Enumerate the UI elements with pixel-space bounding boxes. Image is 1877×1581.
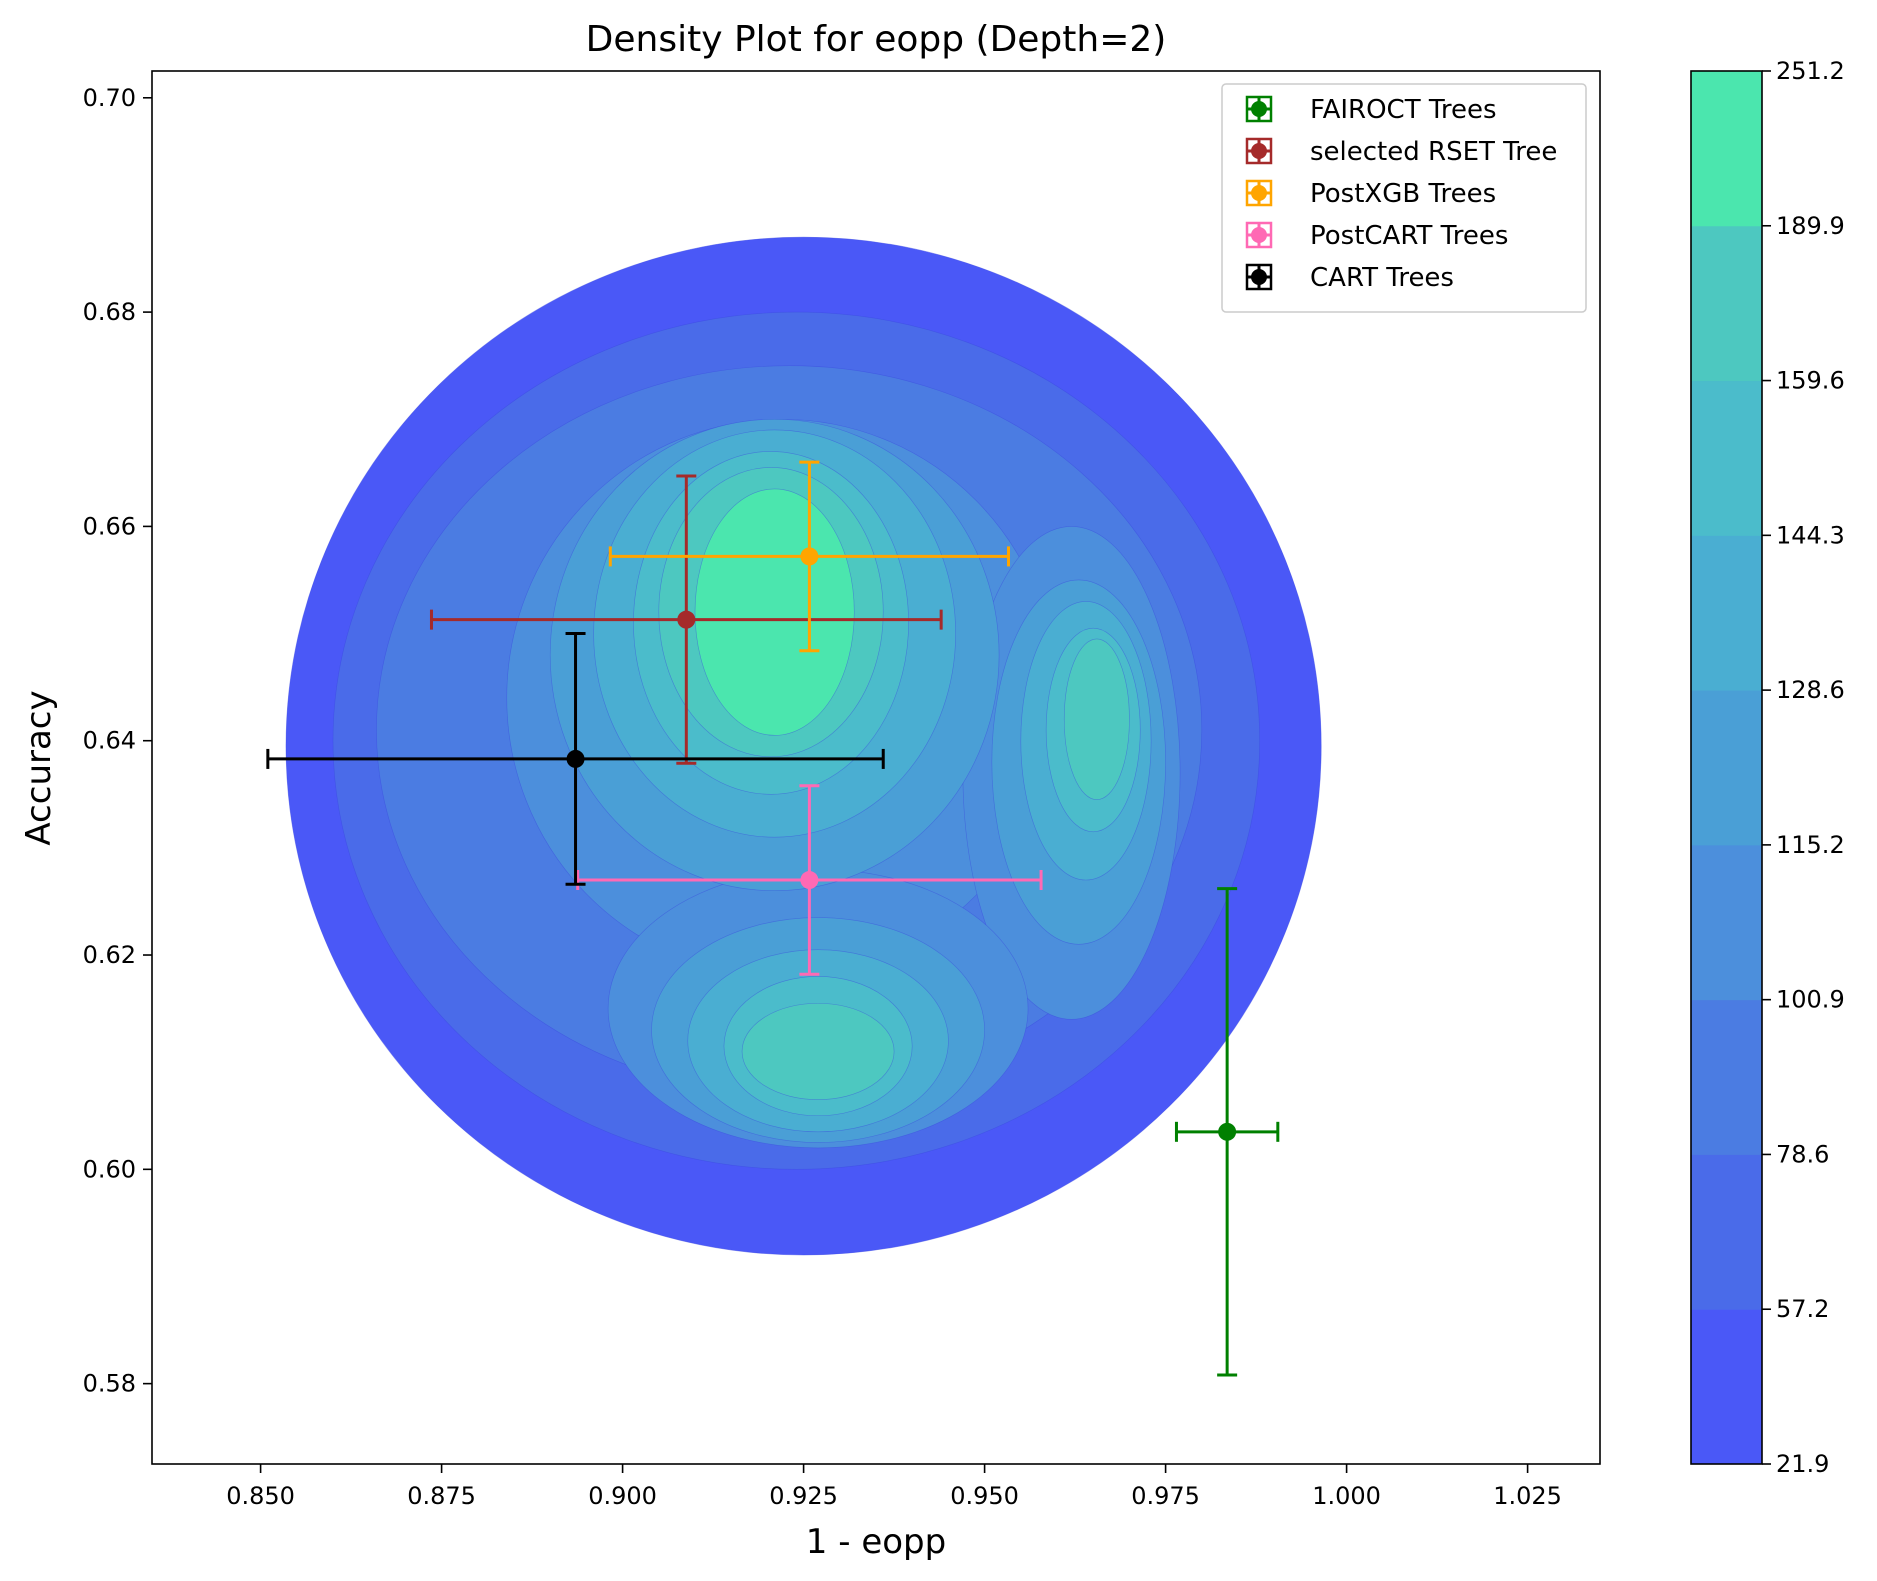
- colorbar-tick-label-9: 251.2: [1776, 57, 1845, 85]
- legend-label-1: selected RSET Tree: [1310, 137, 1557, 167]
- data-point-1: [677, 610, 696, 629]
- errorbar-0: [1174, 887, 1280, 1377]
- data-point-0: [1218, 1122, 1237, 1141]
- x-tick-label-0: 0.850: [226, 1482, 295, 1510]
- errorbar-2: [608, 460, 1010, 653]
- y-axis-label: Accuracy: [19, 690, 59, 845]
- axes-ticks: 0.850 0.875 0.900 0.925 0.950 0.975 1.000 1.025…: [83, 84, 1562, 1510]
- legend-entry-0: FAIROCT Trees: [1245, 95, 1497, 125]
- colorbar-tick-label-4: 115.2: [1776, 831, 1845, 859]
- legend-entry-3: PostCART Trees: [1245, 221, 1508, 251]
- legend-entry-2: PostXGB Trees: [1245, 179, 1496, 209]
- colorbar-segment-5: [1691, 535, 1762, 691]
- colorbar-frame: [1690, 70, 1763, 1465]
- y-tick-label-6: 0.70: [83, 84, 136, 112]
- colorbar: 21.9 57.2 78.6 100.9 115.2 128.6 144.3 159.6 189…: [1690, 57, 1845, 1478]
- x-tick-label-4: 0.950: [950, 1482, 1019, 1510]
- density-region-17: [741, 1002, 895, 1100]
- legend-entry-4: CART Trees: [1245, 263, 1454, 293]
- colorbar-tick-label-6: 144.3: [1776, 521, 1845, 549]
- legend-label-4: CART Trees: [1310, 263, 1454, 293]
- colorbar-tick-label-1: 57.2: [1776, 1295, 1829, 1323]
- error-bars: [266, 460, 1280, 1377]
- colorbar-tick-label-0: 21.9: [1776, 1450, 1829, 1478]
- legend-label-3: PostCART Trees: [1310, 221, 1508, 251]
- density-region-16: [1063, 638, 1130, 800]
- y-tick-label-0: 0.58: [83, 1370, 136, 1398]
- y-tick-label-1: 0.60: [83, 1155, 136, 1183]
- colorbar-tick-label-2: 78.6: [1776, 1140, 1829, 1168]
- errorbar-4: [266, 632, 885, 886]
- colorbar-segment-6: [1691, 380, 1762, 536]
- data-point-4: [566, 749, 585, 768]
- x-tick-label-1: 0.875: [407, 1482, 476, 1510]
- colorbar-segment-7: [1691, 225, 1762, 382]
- y-tick-label-4: 0.66: [83, 512, 136, 540]
- x-axis-label: 1 - eopp: [806, 1522, 946, 1562]
- colorbar-segment-8: [1691, 71, 1762, 227]
- colorbar-tick-label-8: 189.9: [1776, 212, 1845, 240]
- x-tick-label-2: 0.900: [588, 1482, 657, 1510]
- y-tick-label-2: 0.62: [83, 941, 136, 969]
- legend-box: [1221, 83, 1587, 313]
- chart-title: Density Plot for eopp (Depth=2): [586, 19, 1167, 60]
- colorbar-segment-2: [1691, 999, 1762, 1155]
- density-region-18: [694, 488, 855, 736]
- errorbar-1: [429, 474, 943, 765]
- colorbar-segment-4: [1691, 690, 1762, 846]
- density-contours: [285, 236, 1322, 1256]
- legend-label-0: FAIROCT Trees: [1310, 95, 1497, 125]
- colorbar-tick-label-3: 100.9: [1776, 986, 1845, 1014]
- colorbar-segment-3: [1691, 844, 1762, 1001]
- plot-frame: [151, 70, 1601, 1465]
- x-tick-label-5: 0.975: [1131, 1482, 1200, 1510]
- y-tick-label-5: 0.68: [83, 298, 136, 326]
- x-tick-label-6: 1.000: [1312, 1482, 1381, 1510]
- y-tick-label-3: 0.64: [83, 727, 136, 755]
- data-point-2: [800, 547, 819, 566]
- data-point-3: [800, 871, 819, 890]
- errorbar-3: [576, 784, 1043, 976]
- legend-label-2: PostXGB Trees: [1310, 179, 1496, 209]
- x-tick-label-7: 1.025: [1493, 1482, 1562, 1510]
- colorbar-tick-label-5: 128.6: [1776, 676, 1845, 704]
- legend-entry-1: selected RSET Tree: [1245, 137, 1557, 167]
- colorbar-segment-0: [1691, 1309, 1762, 1465]
- colorbar-segment-1: [1691, 1154, 1762, 1310]
- legend: FAIROCT Trees selected RSET Tree PostXGB T…: [1221, 83, 1587, 313]
- colorbar-tick-label-7: 159.6: [1776, 367, 1845, 395]
- x-tick-label-3: 0.925: [769, 1482, 838, 1510]
